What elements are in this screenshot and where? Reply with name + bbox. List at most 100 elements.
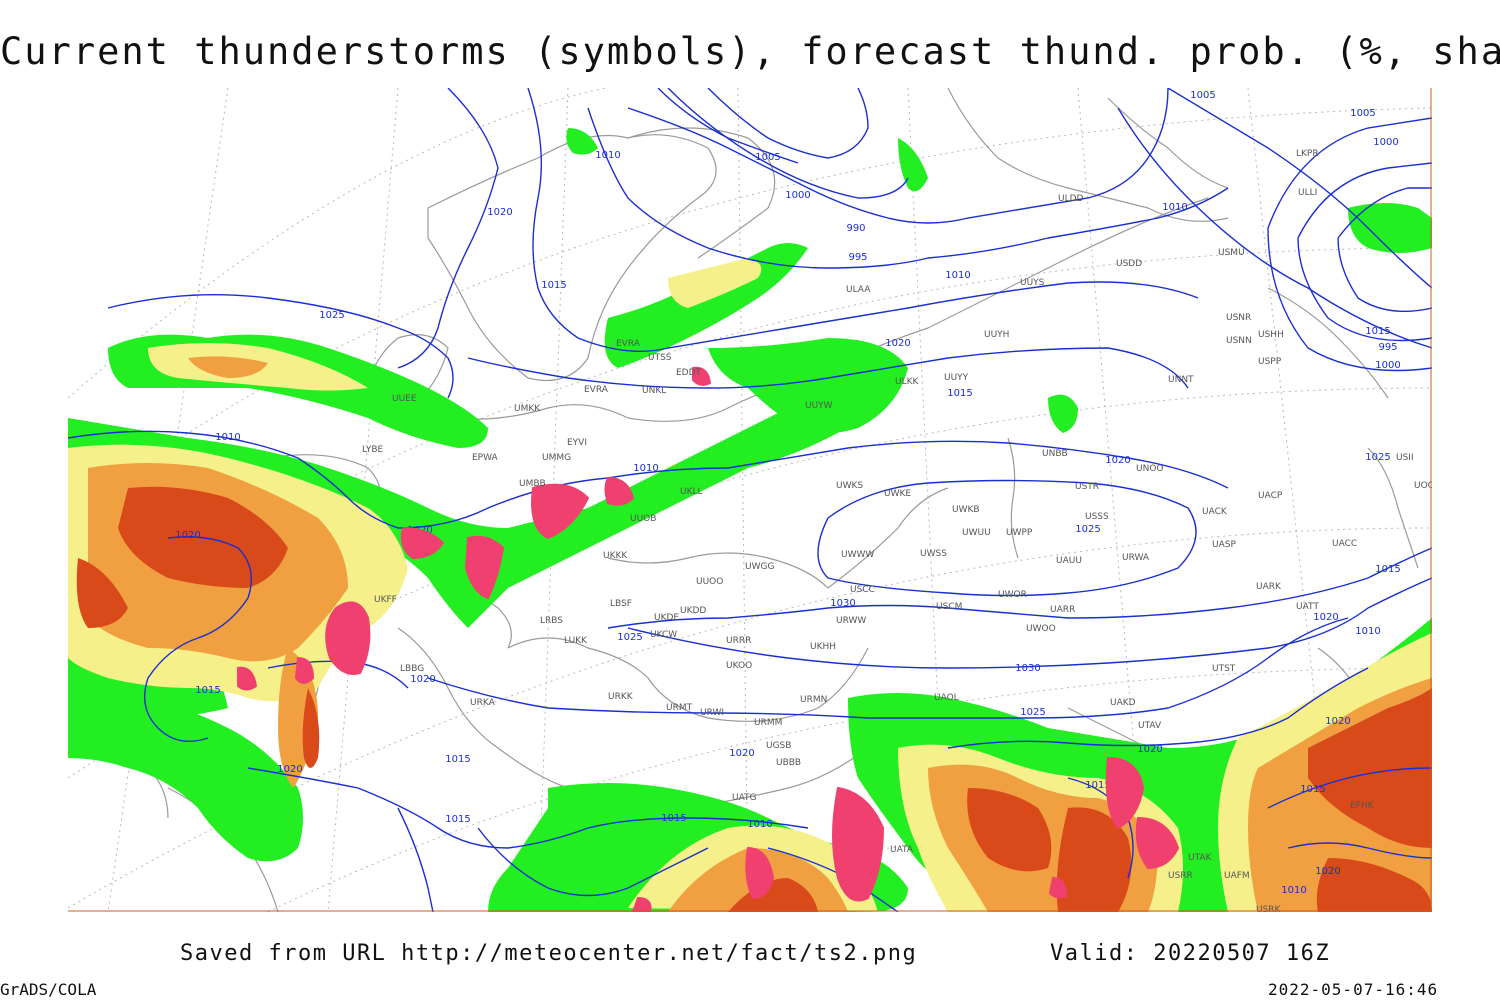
- station-label: UKCW: [650, 630, 677, 640]
- isobar-label: 1000: [1373, 137, 1398, 148]
- isobar-label: 1010: [1162, 202, 1187, 213]
- station-label: URKA: [470, 698, 496, 708]
- isobar-label: 1020: [885, 338, 910, 349]
- station-label: URMN: [800, 695, 827, 705]
- station-label: UUYW: [805, 401, 833, 411]
- station-label: UAUU: [1056, 556, 1082, 566]
- station-label: UKDD: [680, 606, 706, 616]
- station-label: UTST: [1212, 664, 1236, 674]
- station-label: EVRA: [584, 385, 609, 395]
- chart-title: Current thunderstorms (symbols), forecas…: [0, 30, 1500, 73]
- station-label: EVRA: [616, 339, 641, 349]
- station-label: UATG: [732, 793, 757, 803]
- valid-time: Valid: 20220507 16Z: [1050, 941, 1331, 966]
- station-label: UWUU: [962, 528, 991, 538]
- isobar-label: 1010: [595, 150, 620, 161]
- isobar-label: 1020: [277, 764, 302, 775]
- station-label: UMMG: [542, 453, 571, 463]
- storm-symbol: [631, 896, 652, 912]
- storm-symbol: [400, 526, 445, 560]
- isobar-label: 1010: [747, 819, 772, 830]
- isobar-label: 1025: [1075, 524, 1100, 535]
- station-label: UWPP: [1006, 528, 1033, 538]
- station-label: USTR: [1075, 482, 1099, 492]
- isobar-label: 1025: [1020, 707, 1045, 718]
- station-label: UACK: [1202, 507, 1228, 517]
- isobar-label: 1020: [1105, 455, 1130, 466]
- station-label: UWKS: [836, 481, 863, 491]
- isobar-label: 1000: [785, 190, 810, 201]
- station-label: LYBE: [362, 445, 383, 455]
- station-label: LKPR: [1296, 149, 1319, 159]
- storm-symbol: [464, 535, 505, 600]
- station-label: UWGG: [745, 562, 774, 572]
- station-label: UASP: [1212, 540, 1236, 550]
- station-label: UMBB: [519, 479, 546, 489]
- isobar-label: 1000: [1375, 360, 1400, 371]
- station-label: EYVI: [567, 438, 587, 448]
- isobar-label: 1005: [1350, 108, 1375, 119]
- station-label: USSS: [1085, 512, 1109, 522]
- storm-symbol: [531, 483, 590, 540]
- isobar-label: 995: [848, 252, 867, 263]
- isobar-label: 1020: [729, 748, 754, 759]
- station-label: UWSS: [920, 549, 947, 559]
- station-label: URRR: [726, 636, 751, 646]
- station-labels: ULDD USDD USMU UUYS ULAA UUYH ULKK UUYY …: [362, 149, 1432, 912]
- station-label: UAOL: [934, 693, 959, 703]
- isobar-label: 1015: [947, 388, 972, 399]
- isobar-label: 1020: [1315, 866, 1340, 877]
- isobars: [68, 88, 1432, 912]
- isobar-label: 1015: [1365, 326, 1390, 337]
- station-label: USDD: [1116, 259, 1142, 269]
- station-label: UARK: [1256, 582, 1282, 592]
- station-label: UMKK: [514, 404, 541, 414]
- station-label: USNR: [1226, 313, 1251, 323]
- station-label: UARR: [1050, 605, 1075, 615]
- station-label: UKOO: [726, 661, 752, 671]
- isobar-label: 1020: [1325, 716, 1350, 727]
- station-label: UACP: [1258, 491, 1283, 501]
- station-label: UUYY: [944, 373, 969, 383]
- station-label: UOOO: [1414, 481, 1432, 491]
- isobar-label: 995: [1378, 342, 1397, 353]
- storm-symbol: [237, 666, 258, 691]
- isobar-label: 1010: [1355, 626, 1380, 637]
- station-label: USPP: [1258, 357, 1282, 367]
- station-label: UATT: [1296, 602, 1319, 612]
- station-label: UNNT: [1168, 375, 1194, 385]
- storm-symbol: [294, 656, 315, 684]
- isobar-label: 1015: [1375, 564, 1400, 575]
- isobar-label: 1010: [945, 270, 970, 281]
- station-label: UUOO: [696, 577, 723, 587]
- station-label: UAKD: [1110, 698, 1136, 708]
- isobar-label: 1015: [1300, 784, 1325, 795]
- storm-symbol: [692, 366, 712, 386]
- station-label: USHH: [1258, 330, 1284, 340]
- isobar-label: 1020: [487, 207, 512, 218]
- isobar-label: 1015: [1085, 780, 1110, 791]
- isobar-label: 1020: [175, 530, 200, 541]
- station-label: UAFM: [1224, 871, 1250, 881]
- isobar-label: 1010: [633, 463, 658, 474]
- isobar-label: 1010: [1281, 885, 1306, 896]
- station-label: USRR: [1168, 871, 1193, 881]
- station-label: UWWW: [841, 550, 874, 560]
- station-label: LBBG: [400, 664, 424, 674]
- station-label: UATA: [890, 845, 914, 855]
- station-label: USII: [1396, 453, 1414, 463]
- station-label: UTAK: [1188, 853, 1213, 863]
- station-label: USRK: [1256, 905, 1282, 912]
- storm-symbol: [1048, 876, 1068, 899]
- station-label: ULAA: [846, 285, 871, 295]
- station-label: UWKE: [884, 489, 911, 499]
- isobar-label: 1020: [1137, 744, 1162, 755]
- station-label: UKKK: [603, 551, 628, 561]
- station-label: UNOO: [1136, 464, 1164, 474]
- station-label: URWA: [1122, 553, 1150, 563]
- generated-timestamp: 2022-05-07-16:46: [1268, 980, 1439, 999]
- station-label: UTAV: [1138, 721, 1162, 731]
- isobar-label: 1025: [1365, 452, 1390, 463]
- station-label: ULLI: [1298, 188, 1317, 198]
- station-label: UKLL: [680, 487, 703, 497]
